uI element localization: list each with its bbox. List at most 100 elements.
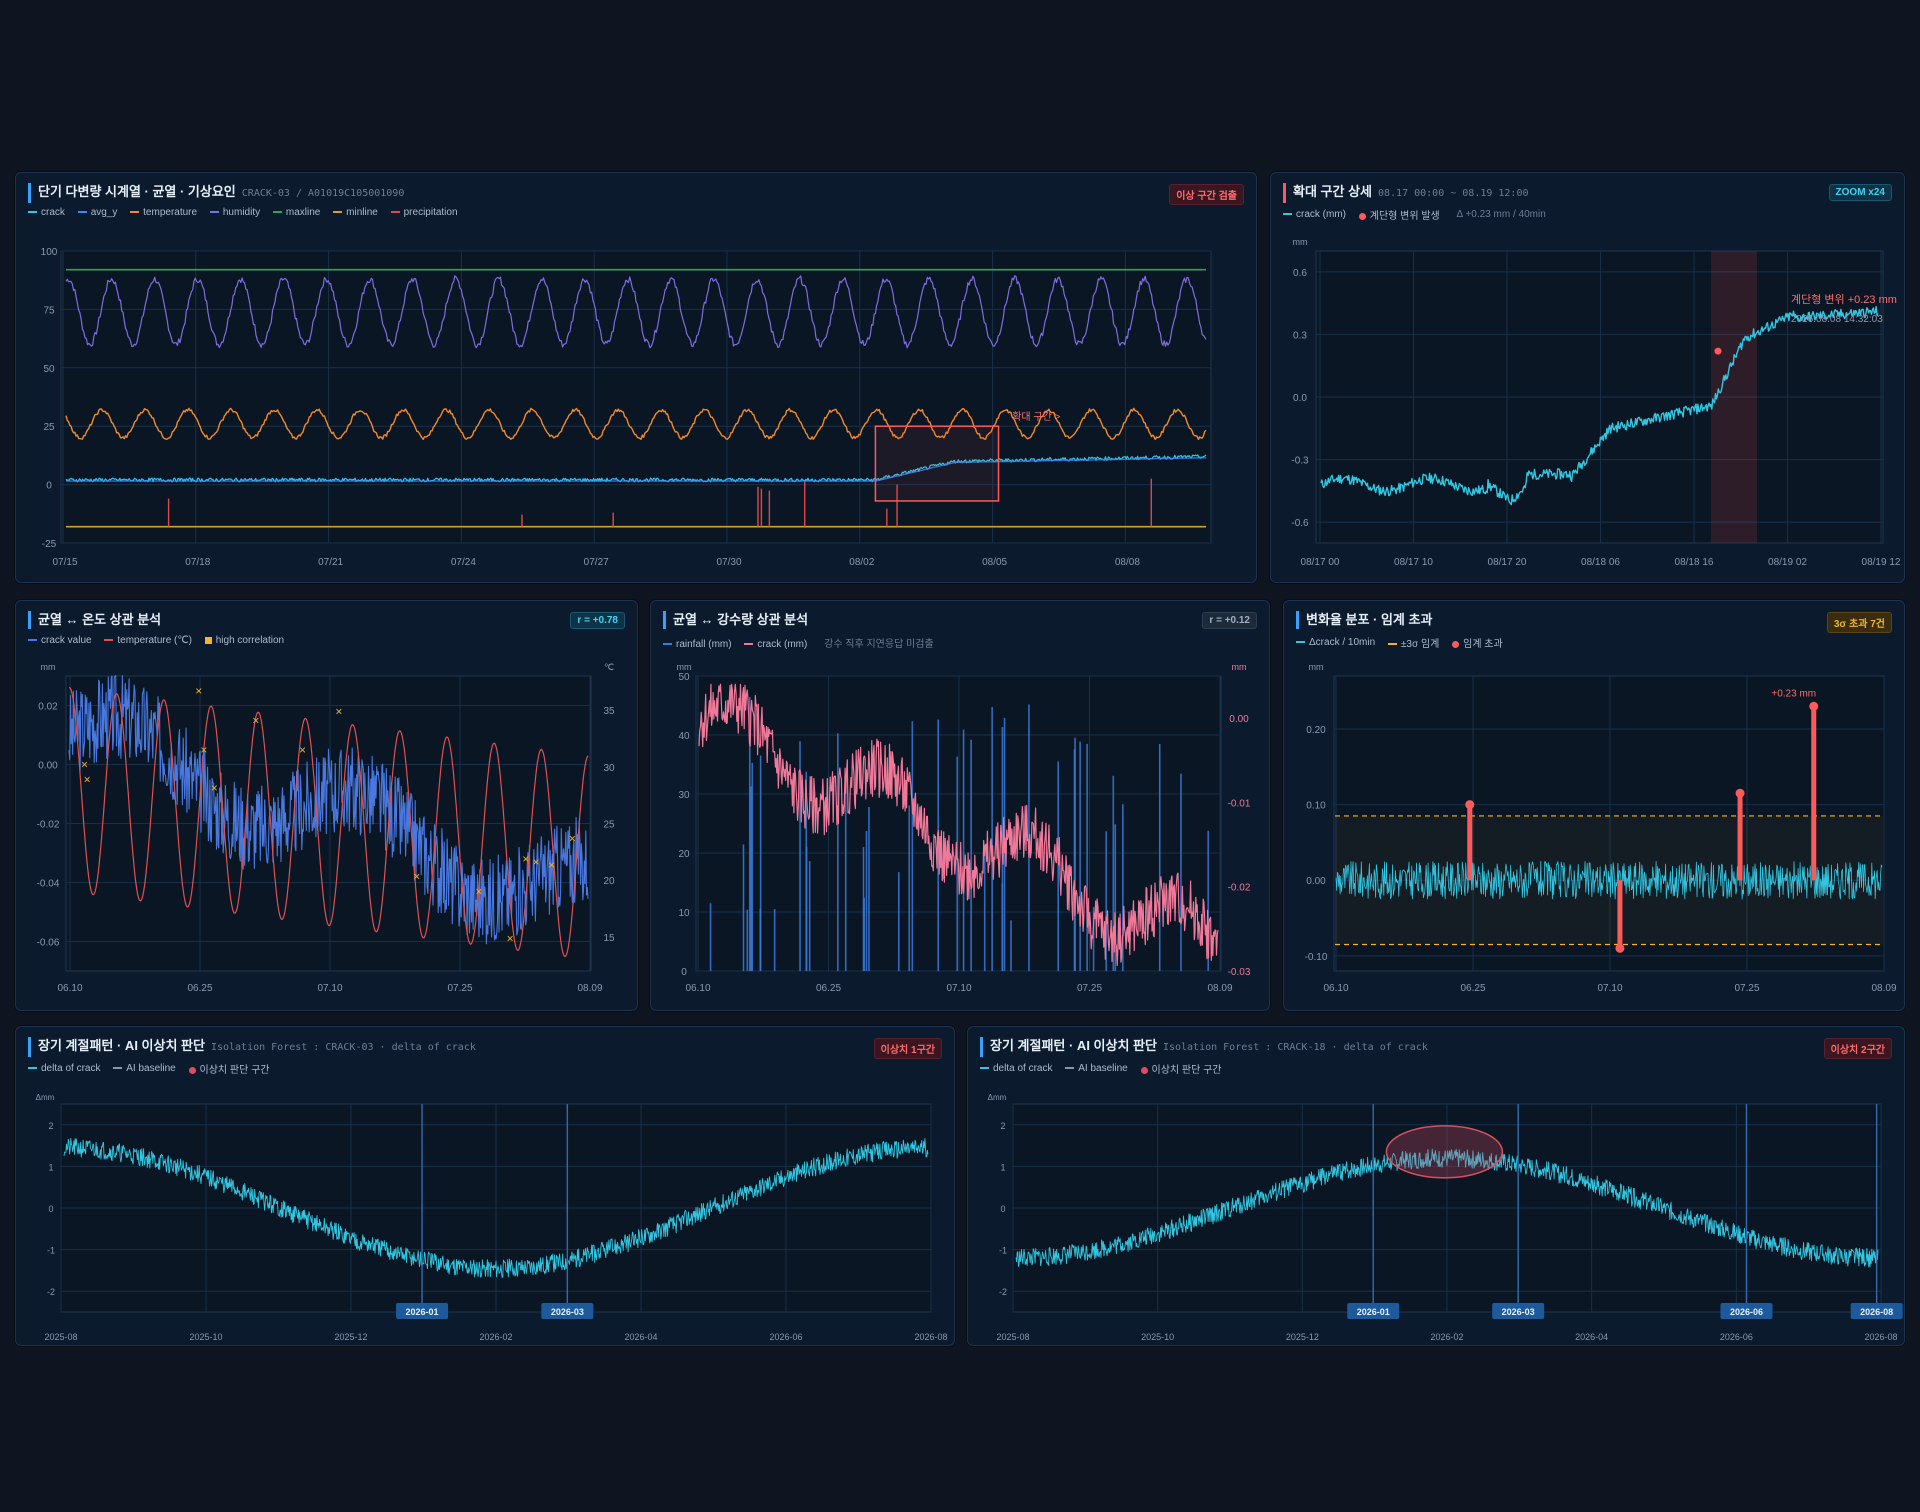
legend-item-delta-crack[interactable]: delta of crack <box>980 1063 1052 1074</box>
seasonal-chart-crack18[interactable]: 2 1 0 -1 -2 Δmm 2025-08 2025-10 2025-12 2026-02 20… <box>968 1027 1906 1347</box>
high-correlation-marker: × <box>413 870 420 884</box>
tick-label: 08/17 20 <box>1488 557 1527 568</box>
legend-item-crack[interactable]: crack <box>28 207 65 218</box>
legend-item-outlier-zone[interactable]: 이상치 판단 구간 <box>1140 1061 1222 1076</box>
tick-label: 08/17 00 <box>1301 557 1340 568</box>
legend-item-delta-crack[interactable]: Δcrack / 10min <box>1296 637 1375 648</box>
exceed-point <box>1465 800 1475 810</box>
legend-item-crack-mm[interactable]: crack (mm) <box>1283 209 1346 220</box>
legend: rainfall (mm) crack (mm) 강수 직후 지연응답 미검출 <box>663 635 1257 651</box>
tick-label: 10 <box>678 908 690 919</box>
high-correlation-marker: × <box>200 743 207 757</box>
unit-label: Δmm <box>36 1093 55 1102</box>
legend-item-ai-baseline[interactable]: AI baseline <box>113 1063 176 1074</box>
tick-label: -0.3 <box>1291 456 1309 467</box>
panel-rate-distribution: 변화율 분포 · 임계 초과 3σ 초과 7건 Δcrack / 10min ±… <box>1283 600 1905 1011</box>
tick-label: 30 <box>678 790 690 801</box>
delta-crack-line <box>63 1137 929 1278</box>
rate-distribution-chart[interactable]: 0.20 0.10 0.00 -0.10 mm 06.10 06.25 07.10 07.25 0… <box>1284 601 1906 1012</box>
seasonal-chart-crack03[interactable]: 2 1 0 -1 -2 Δmm 2025-08 2025-10 2025-12 2026-02 20… <box>16 1027 956 1347</box>
legend-item-precipitation[interactable]: precipitation <box>390 207 458 218</box>
tick-label: 07.25 <box>447 983 472 994</box>
step-point <box>1714 347 1722 355</box>
threshold-exceed-badge: 3σ 초과 7건 <box>1826 612 1892 633</box>
tick-label: 07/27 <box>584 557 609 568</box>
legend-item-threshold[interactable]: ±3σ 임계 <box>1387 635 1439 650</box>
high-correlation-marker: × <box>81 758 88 772</box>
panel-crack-rainfall-correlation: 균열 ↔ 강수량 상관 분석 r = +0.12 rainfall (mm) c… <box>650 600 1270 1011</box>
legend-item-high-correlation[interactable]: high correlation <box>204 635 284 646</box>
legend-item-temperature[interactable]: temperature <box>130 207 197 218</box>
tick-label: 07.10 <box>1597 983 1622 994</box>
multivariate-chart[interactable]: 100 75 50 25 0 -25 07/15 07/18 07/21 07/24 07/27 07… <box>16 173 1258 584</box>
step-annotation-title: 계단형 변위 +0.23 mm <box>1791 293 1897 306</box>
tick-label: 20 <box>603 876 615 887</box>
high-correlation-marker: × <box>335 704 342 718</box>
legend-item-delta-crack[interactable]: delta of crack <box>28 1063 100 1074</box>
tick-label: 0 <box>48 1204 53 1214</box>
panel-multivariate-timeseries: 단기 다변량 시계열 · 균열 · 기상요인 CRACK-03 / A01019C… <box>15 172 1257 583</box>
tick-label: 06.10 <box>57 983 82 994</box>
panel-crack-temperature-correlation: 균열 ↔ 온도 상관 분석 r = +0.78 crack value temp… <box>15 600 638 1011</box>
marker-label: 2026-01 <box>1357 1307 1390 1317</box>
legend-item-rainfall[interactable]: rainfall (mm) <box>663 639 732 650</box>
tick-label: 08.09 <box>1207 983 1232 994</box>
crack-line <box>65 454 1207 483</box>
zoom-chart[interactable]: 0.6 0.3 0.0 -0.3 -0.6 mm 08/17 00 08/17 10 08/17… <box>1271 173 1906 584</box>
crack-line <box>1320 305 1879 506</box>
tick-label: 2025-12 <box>334 1332 367 1342</box>
tick-label: 2025-10 <box>1141 1332 1174 1342</box>
legend-item-ai-baseline[interactable]: AI baseline <box>1065 1063 1128 1074</box>
step-annotation-time: 2026.08.08 14:32:03 <box>1791 314 1883 325</box>
tick-label: 2026-04 <box>1575 1332 1608 1342</box>
high-correlation-marker: × <box>507 932 514 946</box>
tick-label: 08/18 16 <box>1675 557 1714 568</box>
panel-seasonal-ai-crack03: 장기 계절패턴 · AI 이상치 판단 Isolation Forest : CR… <box>15 1026 955 1346</box>
tick-label: 08/02 <box>849 557 874 568</box>
panel-title: 장기 계절패턴 · AI 이상치 판단 Isolation Forest : CR… <box>28 1037 476 1057</box>
legend-item-crack-mm[interactable]: crack (mm) <box>744 639 807 650</box>
outlier-badge: 이상치 2구간 <box>1823 1038 1892 1059</box>
tick-label: -0.10 <box>1305 952 1328 963</box>
tick-label: 2026-08 <box>1864 1332 1897 1342</box>
panel-title: 변화율 분포 · 임계 초과 <box>1296 611 1432 629</box>
temperature-correlation-chart[interactable]: 0.02 0.00 -0.02 -0.04 -0.06 35 30 25 20 15 mm ℃ 06.1… <box>16 601 639 1012</box>
exceed-point <box>1615 943 1625 953</box>
tick-label: 07/24 <box>451 557 476 568</box>
tick-label: 2025-10 <box>189 1332 222 1342</box>
tick-label: 2025-08 <box>996 1332 1029 1342</box>
legend-item-temperature[interactable]: temperature (℃) <box>104 635 192 646</box>
high-correlation-marker: × <box>533 855 540 869</box>
legend-item-minline[interactable]: minline <box>333 207 378 218</box>
tick-label: 2 <box>1000 1121 1005 1131</box>
tick-label: 35 <box>603 706 615 717</box>
legend-item-maxline[interactable]: maxline <box>272 207 320 218</box>
legend-item-exceed[interactable]: 임계 초과 <box>1452 635 1503 650</box>
exceed-point <box>1809 701 1819 711</box>
tick-label: -0.02 <box>1228 883 1251 894</box>
marker-tag <box>1850 1303 1903 1319</box>
tick-label: 08/17 10 <box>1394 557 1433 568</box>
tick-label: -1 <box>999 1246 1007 1256</box>
anomaly-detected-badge: 이상 구간 검출 <box>1169 184 1244 205</box>
unit-label-right: ℃ <box>604 662 614 672</box>
delta-crack-line <box>1015 1148 1879 1268</box>
unit-label: mm <box>1309 662 1324 672</box>
high-correlation-marker: × <box>522 852 529 866</box>
tick-label: -2 <box>999 1287 1007 1297</box>
legend-item-crack-value[interactable]: crack value <box>28 635 92 646</box>
panel-subtitle: 08.17 00:00 ~ 08.19 12:00 <box>1377 188 1529 199</box>
rainfall-correlation-chart[interactable]: 50 40 30 20 10 0 0.00 -0.01 -0.02 -0.03 mm mm 06.10 0… <box>651 601 1271 1012</box>
tick-label: 06.25 <box>1460 983 1485 994</box>
marker-label: 2026-03 <box>551 1307 584 1317</box>
legend-item-step-displacement[interactable]: 계단형 변위 발생 <box>1358 207 1440 222</box>
exceed-point <box>1735 788 1745 798</box>
legend-item-outlier-zone[interactable]: 이상치 판단 구간 <box>188 1061 270 1076</box>
tick-label: 07.25 <box>1734 983 1759 994</box>
legend-item-humidity[interactable]: humidity <box>209 207 260 218</box>
tick-label: 50 <box>43 364 55 375</box>
marker-tag <box>1720 1303 1773 1319</box>
legend-item-avg-y[interactable]: avg_y <box>77 207 117 218</box>
tick-label: 2026-06 <box>769 1332 802 1342</box>
panel-seasonal-ai-crack18: 장기 계절패턴 · AI 이상치 판단 Isolation Forest : CR… <box>967 1026 1905 1346</box>
